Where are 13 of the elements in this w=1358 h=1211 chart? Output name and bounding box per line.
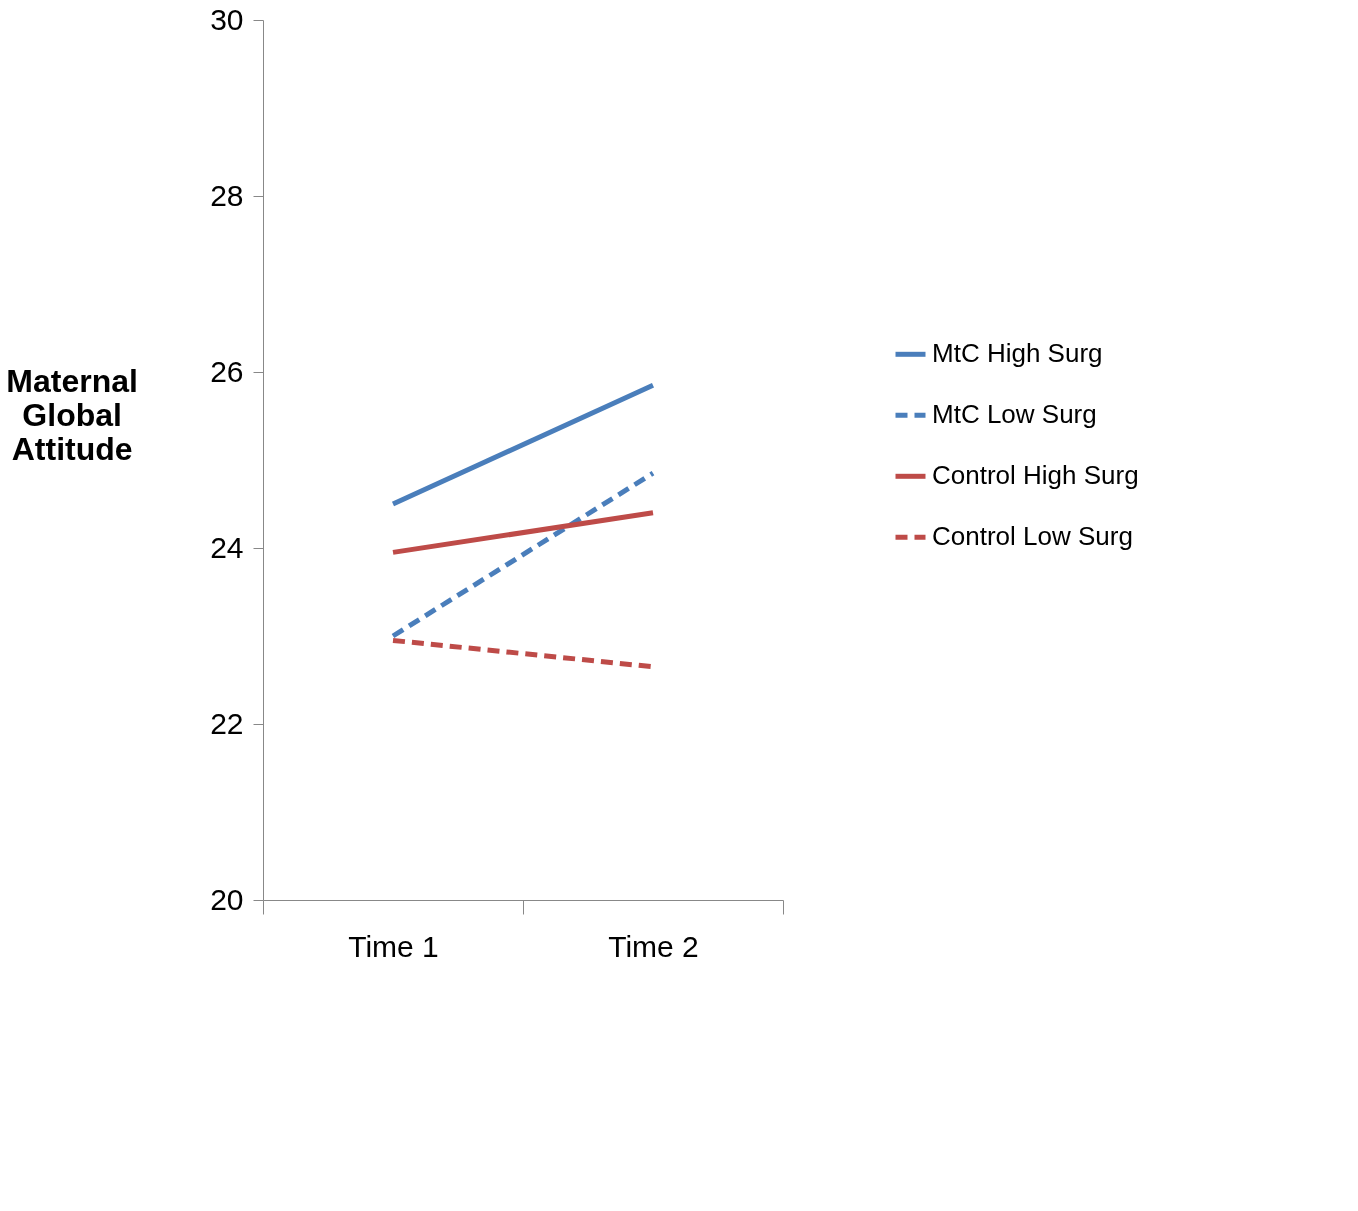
x-tick-label: Time 2 xyxy=(608,929,699,963)
y-axis-title: Maternal Global Attitude xyxy=(6,362,138,467)
y-tick-label: 20 xyxy=(210,882,244,916)
y-tick-label: 22 xyxy=(210,706,244,740)
legend-label: MtC High Surg xyxy=(932,338,1103,369)
y-tick-label: 30 xyxy=(210,2,244,36)
legend-label: Control High Surg xyxy=(932,460,1139,491)
y-tick-label: 28 xyxy=(210,178,244,212)
legend-label: MtC Low Surg xyxy=(932,399,1097,430)
y-tick-label: 24 xyxy=(210,530,244,564)
legend-label: Control Low Surg xyxy=(932,521,1133,552)
y-tick-label: 26 xyxy=(210,354,244,388)
x-tick-label: Time 1 xyxy=(348,929,439,963)
